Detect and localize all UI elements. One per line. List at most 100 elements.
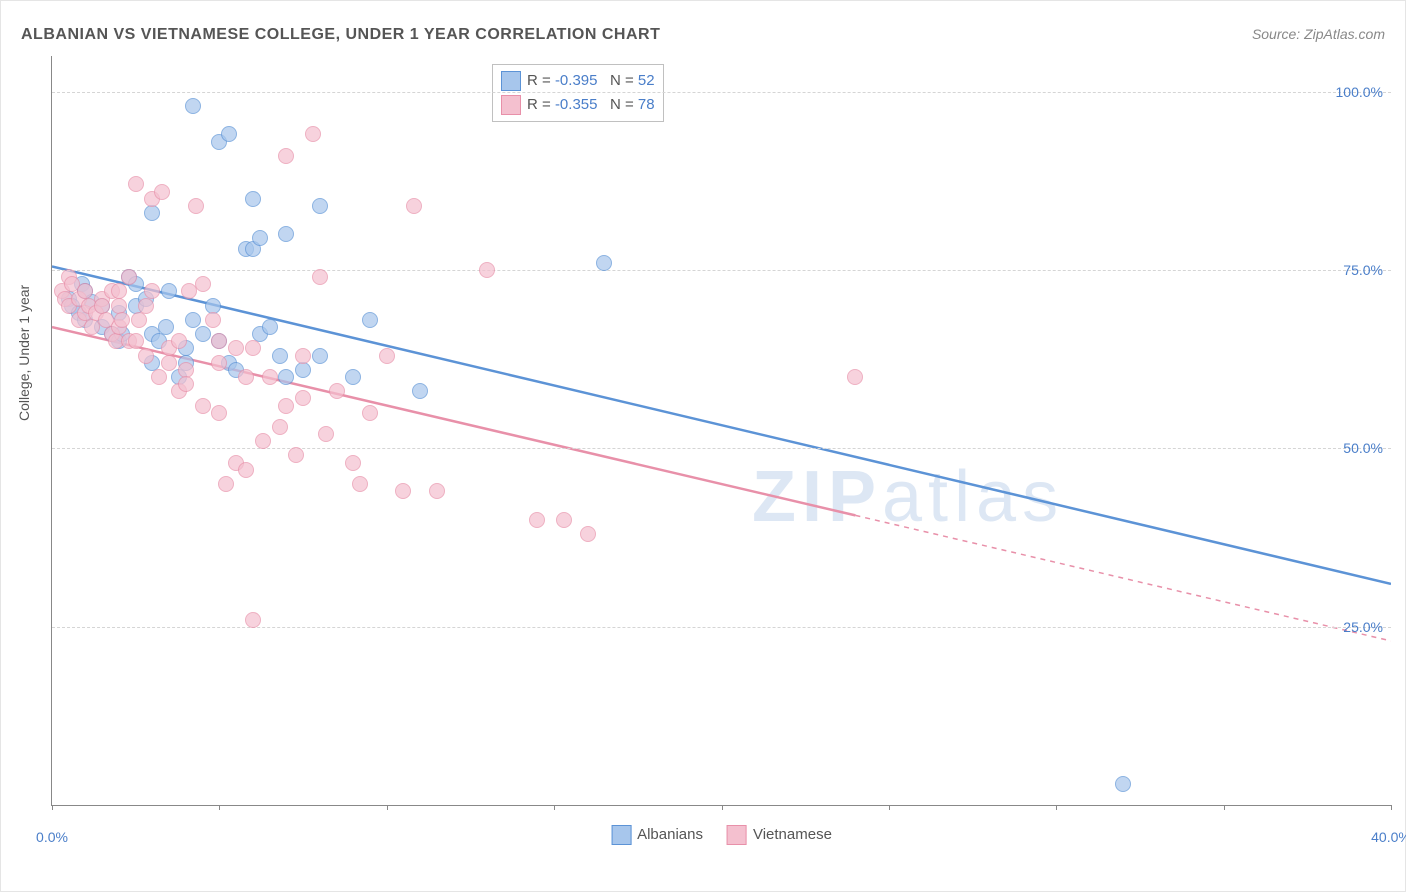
watermark: ZIPatlas	[752, 456, 1064, 538]
data-point	[211, 405, 227, 421]
xtick-mark	[219, 805, 220, 810]
correlation-legend: R = -0.395 N = 52 R = -0.355 N = 78	[492, 64, 664, 122]
series-legend-item-albanians: Albanians	[611, 825, 703, 845]
data-point	[362, 312, 378, 328]
gridline-h	[52, 448, 1391, 449]
data-point	[245, 191, 261, 207]
chart-container: ALBANIAN VS VIETNAMESE COLLEGE, UNDER 1 …	[0, 0, 1406, 892]
data-point	[221, 126, 237, 142]
ytick-label: 100.0%	[1336, 84, 1383, 100]
data-point	[128, 176, 144, 192]
data-point	[211, 355, 227, 371]
legend-row-albanians: R = -0.395 N = 52	[501, 69, 655, 93]
plot-area: ZIPatlas R = -0.395 N = 52 R = -0.355 N …	[51, 56, 1391, 806]
xtick-mark	[52, 805, 53, 810]
gridline-h	[52, 92, 1391, 93]
data-point	[252, 230, 268, 246]
data-point	[362, 405, 378, 421]
data-point	[128, 333, 144, 349]
series-legend-item-vietnamese: Vietnamese	[727, 825, 832, 845]
data-point	[228, 340, 244, 356]
data-point	[312, 348, 328, 364]
xtick-mark	[1224, 805, 1225, 810]
xtick-mark	[889, 805, 890, 810]
data-point	[345, 369, 361, 385]
data-point	[295, 348, 311, 364]
xtick-label: 40.0%	[1371, 829, 1406, 845]
data-point	[479, 262, 495, 278]
legend-text-vietnamese: R = -0.355 N = 78	[527, 93, 655, 117]
data-point	[580, 526, 596, 542]
xtick-mark	[387, 805, 388, 810]
xtick-label: 0.0%	[36, 829, 68, 845]
data-point	[151, 369, 167, 385]
data-point	[121, 269, 137, 285]
legend-swatch-vietnamese	[501, 95, 521, 115]
ytick-label: 75.0%	[1343, 262, 1383, 278]
data-point	[144, 205, 160, 221]
data-point	[529, 512, 545, 528]
data-point	[205, 312, 221, 328]
data-point	[114, 312, 130, 328]
ytick-label: 50.0%	[1343, 440, 1383, 456]
data-point	[596, 255, 612, 271]
data-point	[295, 362, 311, 378]
data-point	[161, 355, 177, 371]
data-point	[245, 340, 261, 356]
data-point	[312, 269, 328, 285]
data-point	[312, 198, 328, 214]
data-point	[138, 348, 154, 364]
y-axis-label: College, Under 1 year	[16, 285, 32, 421]
data-point	[395, 483, 411, 499]
data-point	[195, 326, 211, 342]
data-point	[238, 462, 254, 478]
source-label: Source: ZipAtlas.com	[1252, 26, 1385, 42]
data-point	[412, 383, 428, 399]
data-point	[379, 348, 395, 364]
data-point	[272, 348, 288, 364]
data-point	[238, 369, 254, 385]
data-point	[262, 319, 278, 335]
data-point	[185, 98, 201, 114]
data-point	[195, 398, 211, 414]
data-point	[278, 398, 294, 414]
data-point	[429, 483, 445, 499]
data-point	[847, 369, 863, 385]
data-point	[138, 298, 154, 314]
watermark-rest: atlas	[882, 457, 1064, 537]
data-point	[245, 612, 261, 628]
trendlines-layer	[52, 56, 1391, 805]
data-point	[278, 148, 294, 164]
data-point	[329, 383, 345, 399]
data-point	[255, 433, 271, 449]
series-swatch-albanians	[611, 825, 631, 845]
data-point	[262, 369, 278, 385]
chart-title: ALBANIAN VS VIETNAMESE COLLEGE, UNDER 1 …	[21, 26, 660, 44]
data-point	[188, 198, 204, 214]
data-point	[211, 333, 227, 349]
data-point	[345, 455, 361, 471]
data-point	[144, 283, 160, 299]
data-point	[195, 276, 211, 292]
series-legend: Albanians Vietnamese	[611, 825, 832, 845]
watermark-bold: ZIP	[752, 457, 882, 537]
data-point	[295, 390, 311, 406]
data-point	[278, 369, 294, 385]
data-point	[161, 283, 177, 299]
data-point	[318, 426, 334, 442]
data-point	[131, 312, 147, 328]
data-point	[288, 447, 304, 463]
data-point	[178, 376, 194, 392]
data-point	[1115, 776, 1131, 792]
legend-swatch-albanians	[501, 71, 521, 91]
data-point	[272, 419, 288, 435]
series-swatch-vietnamese	[727, 825, 747, 845]
xtick-mark	[1391, 805, 1392, 810]
data-point	[185, 312, 201, 328]
xtick-mark	[554, 805, 555, 810]
data-point	[305, 126, 321, 142]
data-point	[154, 184, 170, 200]
xtick-mark	[722, 805, 723, 810]
data-point	[406, 198, 422, 214]
gridline-h	[52, 270, 1391, 271]
